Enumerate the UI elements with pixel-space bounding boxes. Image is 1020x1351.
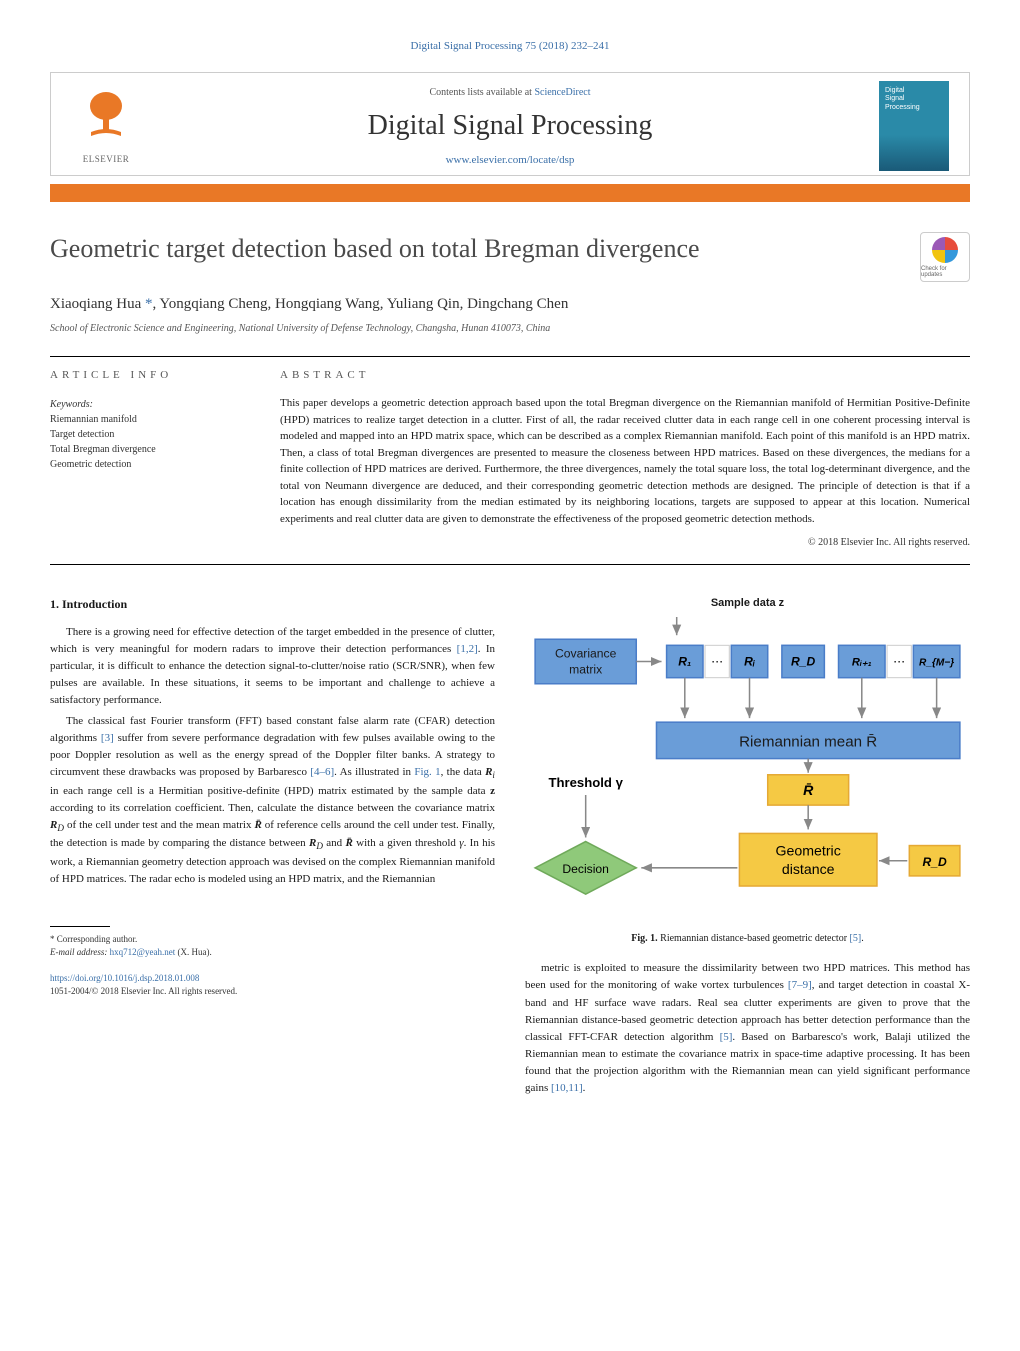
email-name: (X. Hua). <box>177 947 211 957</box>
journal-cover-thumb: DigitalSignalProcessing <box>879 81 949 171</box>
body-paragraph: The classical fast Fourier transform (FF… <box>50 713 495 888</box>
svg-text:R_D: R_D <box>922 855 946 869</box>
svg-text:⋯: ⋯ <box>711 655 723 669</box>
body-paragraph: There is a growing need for effective de… <box>50 624 495 709</box>
divider-bottom <box>50 564 970 565</box>
contents-line: Contents lists available at ScienceDirec… <box>141 87 879 98</box>
svg-text:R_D: R_D <box>791 655 815 669</box>
figure-1-svg: Covariance matrix R₁ ⋯ Rᵢ R_D Rᵢ <box>525 617 970 920</box>
contents-prefix: Contents lists available at <box>429 87 534 98</box>
email-link[interactable]: hxq712@yeah.net <box>110 947 176 957</box>
affiliation: School of Electronic Science and Enginee… <box>50 323 970 334</box>
svg-text:Rᵢ: Rᵢ <box>744 655 755 669</box>
keyword: Target detection <box>50 427 250 442</box>
keyword: Riemannian manifold <box>50 412 250 427</box>
abstract-heading: abstract <box>280 369 970 381</box>
journal-url-link[interactable]: www.elsevier.com/locate/dsp <box>141 154 879 166</box>
issn-line: 1051-2004/© 2018 Elsevier Inc. All right… <box>50 985 495 999</box>
elsevier-logo: ELSEVIER <box>71 86 141 166</box>
section-1-heading: 1. Introduction <box>50 597 495 612</box>
authors-line: Xiaoqiang Hua *, Yongqiang Cheng, Hongqi… <box>50 296 970 313</box>
elsevier-tree-icon <box>81 88 131 150</box>
figure-1-sample-label: Sample data z <box>525 597 970 609</box>
svg-text:matrix: matrix <box>569 663 602 677</box>
figure-1: Sample data z Covariance matrix <box>525 597 970 944</box>
corresponding-author-note: * Corresponding author. <box>50 933 495 947</box>
svg-text:Decision: Decision <box>562 862 609 876</box>
svg-text:Covariance: Covariance <box>555 646 617 660</box>
header-box: ELSEVIER Contents lists available at Sci… <box>50 72 970 176</box>
abstract-text: This paper develops a geometric detectio… <box>280 395 970 527</box>
keywords-label: Keywords: <box>50 399 250 410</box>
email-label: E-mail address: <box>50 947 107 957</box>
body-paragraph: metric is exploited to measure the dissi… <box>525 960 970 1096</box>
svg-text:Riemannian mean R̄: Riemannian mean R̄ <box>739 733 877 750</box>
svg-text:distance: distance <box>782 861 835 877</box>
cover-thumb-text: DigitalSignalProcessing <box>885 87 920 112</box>
svg-text:R₁: R₁ <box>678 655 691 669</box>
email-line: E-mail address: hxq712@yeah.net (X. Hua)… <box>50 946 495 960</box>
crossmark-label: Check for updates <box>921 266 969 278</box>
svg-text:Threshold γ: Threshold γ <box>548 775 623 790</box>
crossmark-badge[interactable]: Check for updates <box>920 232 970 282</box>
svg-text:R_{M−}: R_{M−} <box>919 658 954 669</box>
figure-1-caption: Fig. 1. Riemannian distance-based geomet… <box>525 933 970 944</box>
footnote-rule <box>50 926 110 927</box>
sciencedirect-link[interactable]: ScienceDirect <box>534 87 590 98</box>
header-citation: Digital Signal Processing 75 (2018) 232–… <box>50 40 970 52</box>
svg-text:R̄: R̄ <box>803 781 814 798</box>
keyword: Geometric detection <box>50 457 250 472</box>
keyword: Total Bregman divergence <box>50 442 250 457</box>
paper-title: Geometric target detection based on tota… <box>50 232 900 266</box>
svg-text:Rᵢ₊₁: Rᵢ₊₁ <box>852 657 872 669</box>
crossmark-icon <box>932 237 958 263</box>
orange-bar <box>50 184 970 202</box>
journal-name: Digital Signal Processing <box>141 104 879 148</box>
doi-link[interactable]: https://doi.org/10.1016/j.dsp.2018.01.00… <box>50 972 495 986</box>
svg-text:Geometric: Geometric <box>776 843 841 859</box>
keywords-list: Riemannian manifold Target detection Tot… <box>50 412 250 472</box>
article-info-heading: article info <box>50 369 250 381</box>
abstract-copyright: © 2018 Elsevier Inc. All rights reserved… <box>280 537 970 548</box>
svg-text:⋯: ⋯ <box>893 655 905 669</box>
elsevier-text: ELSEVIER <box>83 154 130 164</box>
